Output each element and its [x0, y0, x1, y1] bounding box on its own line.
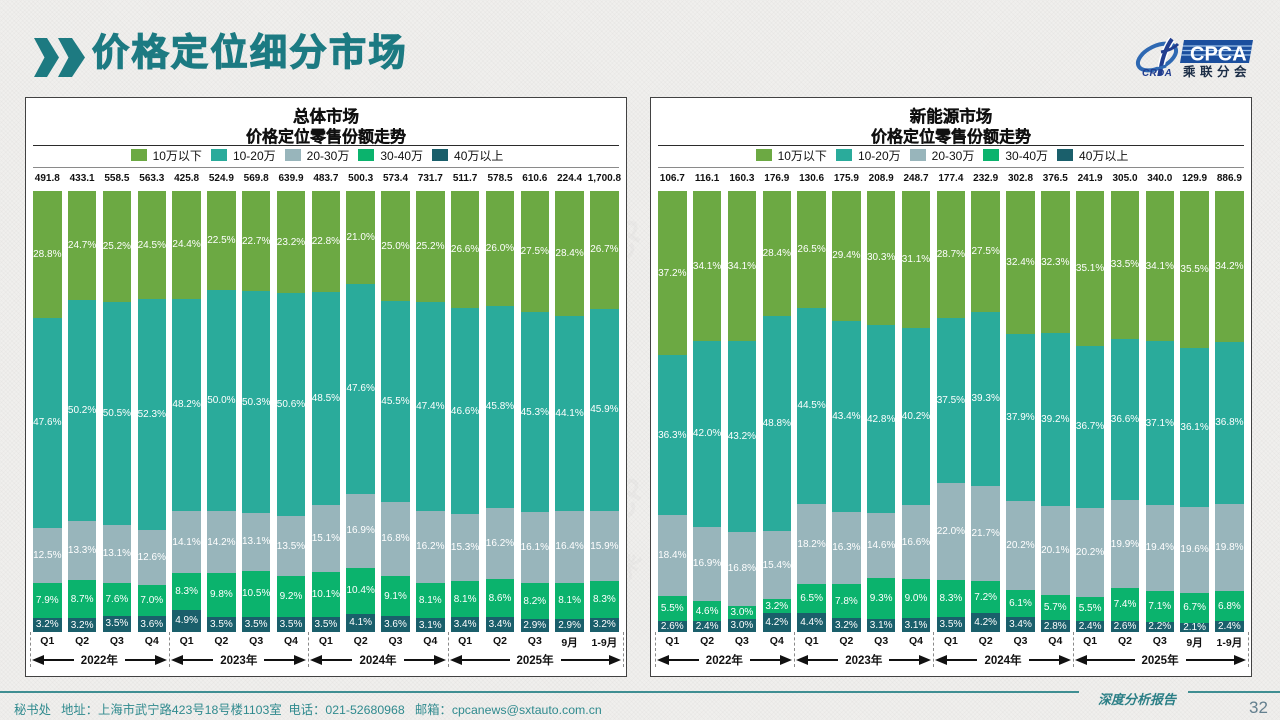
svg-text:CRDA: CRDA: [1142, 68, 1172, 79]
svg-text:乘: 乘: [628, 546, 647, 584]
svg-text:乘联分会: 乘联分会: [1182, 64, 1251, 79]
svg-text:CP: CP: [628, 473, 650, 525]
svg-text:CPCA: CPCA: [1190, 44, 1247, 66]
svg-text:CP: CP: [628, 215, 650, 267]
